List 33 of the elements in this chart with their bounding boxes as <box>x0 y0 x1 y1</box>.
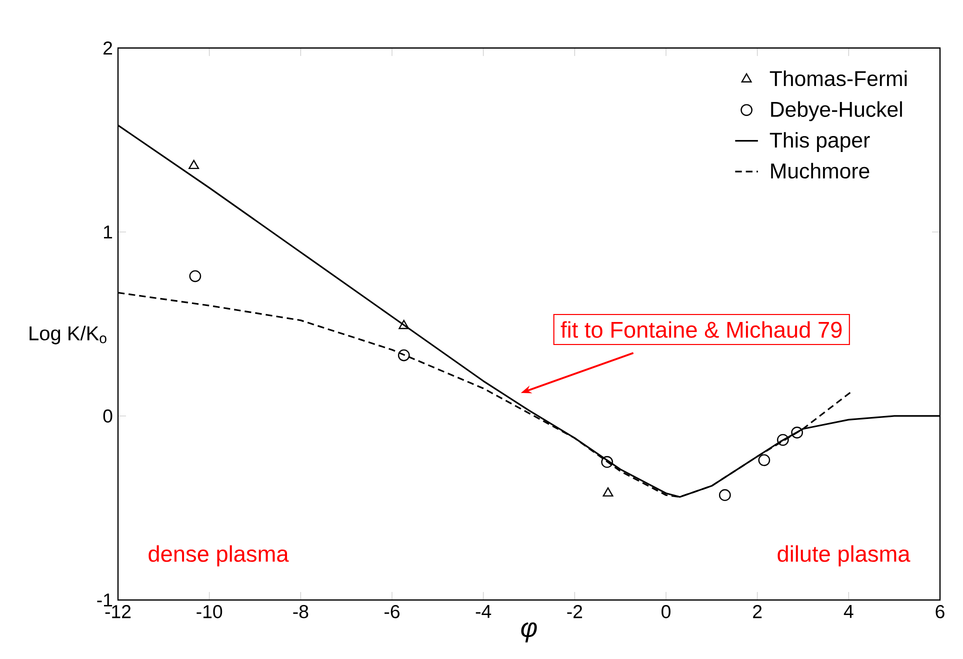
point <box>776 434 789 446</box>
y-tick-label: -1 <box>97 594 112 606</box>
point <box>602 487 614 497</box>
legend-label: Thomas-Fermi <box>770 70 907 86</box>
annotation: dilute plasma <box>778 545 910 566</box>
point <box>398 349 410 362</box>
x-tick-label: 6 <box>936 605 944 618</box>
y-tick-label: 2 <box>104 41 112 55</box>
x-tick-label: -12 <box>105 605 131 618</box>
x-tick-label: -8 <box>293 605 308 618</box>
y-tick-label: 1 <box>104 226 112 238</box>
x-tick-label: -10 <box>196 605 222 618</box>
point <box>189 270 202 282</box>
legend-label: Debye-Huckel <box>771 101 902 122</box>
x-axis-title: φ <box>521 622 537 642</box>
annotation: fit to Fontaine & Michaud 79 <box>560 321 842 338</box>
point <box>758 454 770 466</box>
y-tick-label: 0 <box>103 409 112 423</box>
x-tick-label: -4 <box>476 605 492 618</box>
legend-label: This paper <box>770 132 870 152</box>
x-tick-label: 4 <box>844 605 854 618</box>
point <box>718 489 731 502</box>
point <box>398 320 410 330</box>
annotation: dense plasma <box>148 545 289 566</box>
x-tick-label: -6 <box>384 605 400 618</box>
point <box>188 160 200 170</box>
point <box>791 426 803 438</box>
x-tick-label: 0 <box>662 605 670 618</box>
point <box>601 456 614 468</box>
x-tick-label: -2 <box>567 605 582 618</box>
y-axis-title: Log K/K$_{o}$ <box>30 326 106 344</box>
legend-label: Muchmore <box>771 162 870 179</box>
x-tick-label: 2 <box>753 605 762 618</box>
